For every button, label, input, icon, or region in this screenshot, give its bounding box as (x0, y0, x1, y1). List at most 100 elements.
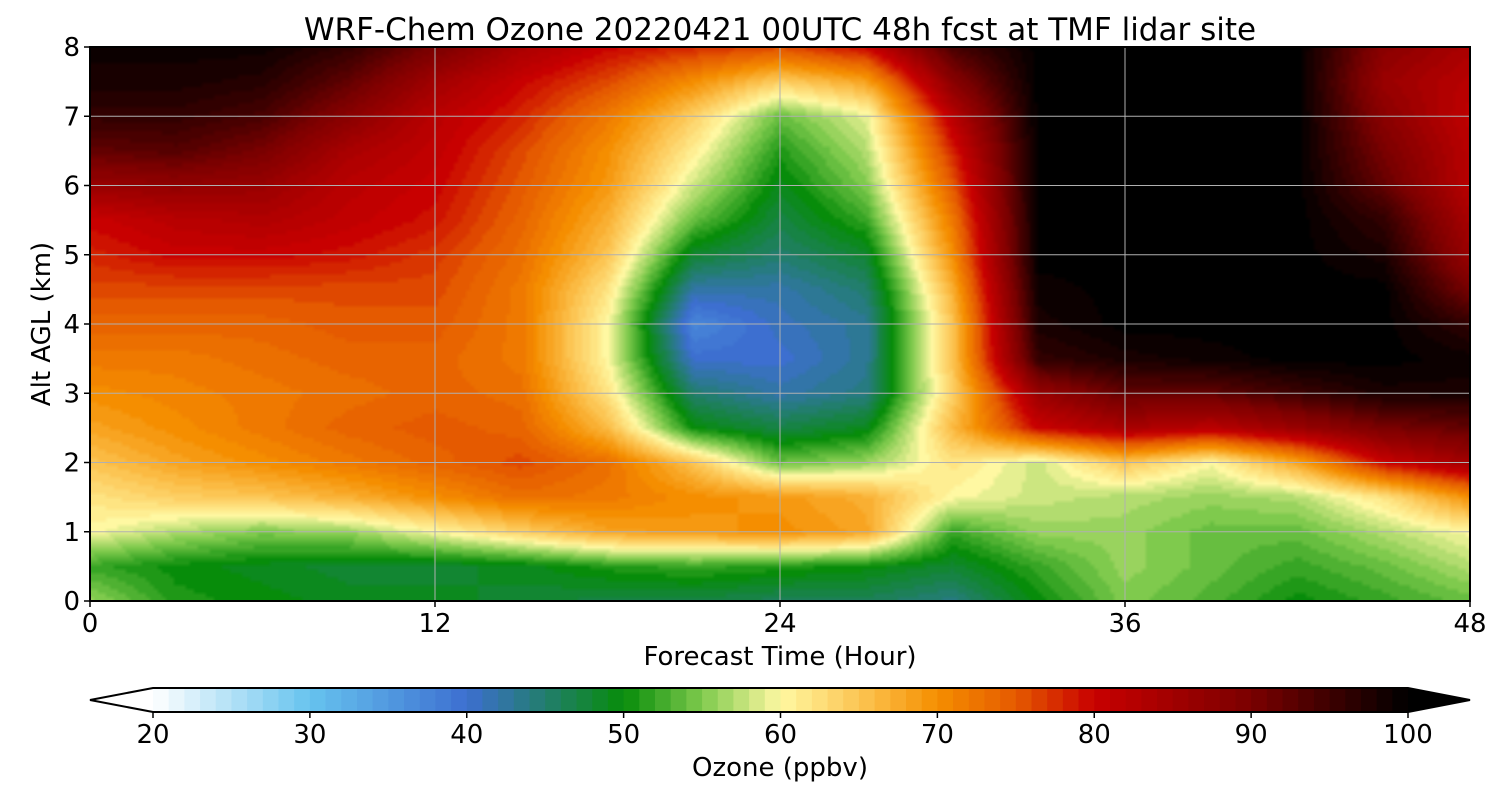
colorbar-segment (1000, 688, 1017, 712)
y-tick-label: 3 (63, 379, 80, 409)
chart-title: WRF-Chem Ozone 20220421 00UTC 48h fcst a… (304, 12, 1256, 48)
colorbar-label: Ozone (ppbv) (692, 753, 868, 783)
colorbar-segment (827, 688, 844, 712)
colorbar-segment (1235, 688, 1252, 712)
y-tick-label: 6 (63, 172, 80, 202)
colorbar-segment (1329, 688, 1346, 712)
y-axis-label: Alt AGL (km) (27, 242, 57, 406)
colorbar-tick-label: 50 (607, 720, 640, 750)
colorbar-segment (733, 688, 750, 712)
y-tick-label: 5 (63, 241, 80, 271)
colorbar-segment (890, 688, 907, 712)
colorbar-segment (1141, 688, 1158, 712)
colorbar-segment (968, 688, 986, 712)
colorbar-segment (811, 688, 829, 712)
colorbar-segment (262, 688, 280, 712)
colorbar-tick-label: 80 (1078, 720, 1111, 750)
colorbar-segment (184, 688, 201, 712)
colorbar-tick-label: 20 (136, 720, 169, 750)
colorbar-segment (451, 688, 468, 712)
colorbar-segment (356, 688, 374, 712)
colorbar-tick-label: 70 (921, 720, 954, 750)
colorbar-segment (655, 688, 672, 712)
colorbar-extend-low (90, 688, 153, 712)
colorbar-segment (576, 688, 593, 712)
colorbar-tick-label: 100 (1383, 720, 1433, 750)
colorbar (89, 687, 1471, 713)
colorbar-segment (1078, 688, 1095, 712)
colorbar-segment (670, 688, 687, 712)
colorbar-segment (1360, 688, 1378, 712)
colorbar-segment (419, 688, 436, 712)
y-axis-ticks: 0 1 2 3 4 5 6 7 8 (63, 33, 90, 617)
colorbar-ticks: 20 30 40 50 60 70 80 90 100 (136, 712, 1433, 750)
colorbar-segment (984, 688, 1001, 712)
colorbar-segment (1251, 688, 1268, 712)
colorbar-segment (1298, 688, 1315, 712)
colorbar-segment (1219, 688, 1237, 712)
colorbar-segment (1266, 688, 1284, 712)
colorbar-segment (686, 688, 703, 712)
colorbar-segment (1031, 688, 1048, 712)
y-tick-label: 8 (63, 33, 80, 63)
colorbar-segment (294, 688, 311, 712)
y-tick-label: 2 (63, 449, 80, 479)
colorbar-segment (1125, 688, 1142, 712)
colorbar-extend-high (1408, 688, 1470, 712)
colorbar-segment (1062, 688, 1080, 712)
y-tick-label: 4 (63, 310, 80, 340)
colorbar-segment (466, 688, 484, 712)
colorbar-segment (921, 688, 938, 712)
colorbar-segment (529, 688, 546, 712)
colorbar-segment (937, 688, 954, 712)
colorbar-segment (435, 688, 452, 712)
colorbar-segment (874, 688, 891, 712)
colorbar-tick-label: 60 (764, 720, 797, 750)
colorbar-segment (1282, 688, 1299, 712)
colorbar-segment (780, 688, 797, 712)
x-tick-label: 0 (82, 609, 99, 639)
colorbar-segment (1157, 688, 1174, 712)
colorbar-segment (623, 688, 640, 712)
colorbar-segment (858, 688, 876, 712)
colorbar-segment (388, 688, 405, 712)
x-tick-label: 12 (418, 609, 451, 639)
colorbar-segment (372, 688, 389, 712)
colorbar-segment (325, 688, 342, 712)
colorbar-segment (1313, 688, 1331, 712)
colorbar-segment (309, 688, 327, 712)
colorbar-segment (278, 688, 295, 712)
x-tick-label: 36 (1108, 609, 1141, 639)
colorbar-segment (1204, 688, 1221, 712)
colorbar-segment (702, 688, 719, 712)
colorbar-segment (153, 688, 170, 712)
colorbar-segment (247, 688, 264, 712)
colorbar-segment (1109, 688, 1127, 712)
colorbar-segment (843, 688, 860, 712)
colorbar-segment (341, 688, 358, 712)
colorbar-segment (1094, 688, 1111, 712)
y-tick-label: 7 (63, 102, 80, 132)
colorbar-segment (1172, 688, 1189, 712)
x-tick-label: 24 (763, 609, 796, 639)
colorbar-segment (498, 688, 515, 712)
colorbar-segment (1188, 688, 1205, 712)
x-axis-label: Forecast Time (Hour) (643, 642, 916, 672)
colorbar-segment (592, 688, 609, 712)
colorbar-segment (1047, 688, 1064, 712)
colorbar-segment (215, 688, 233, 712)
colorbar-segment (1392, 688, 1409, 712)
colorbar-segment (404, 688, 421, 712)
x-axis-ticks: 0 12 24 36 48 (82, 601, 1487, 639)
colorbar-tick-label: 30 (293, 720, 326, 750)
colorbar-segment (231, 688, 248, 712)
y-tick-label: 0 (63, 587, 80, 617)
colorbar-segment (200, 688, 217, 712)
colorbar-tick-label: 90 (1235, 720, 1268, 750)
colorbar-segment (1345, 688, 1362, 712)
colorbar-segment (1015, 688, 1033, 712)
y-tick-label: 1 (63, 518, 80, 548)
colorbar-segment (560, 688, 578, 712)
colorbar-tick-label: 40 (450, 720, 483, 750)
